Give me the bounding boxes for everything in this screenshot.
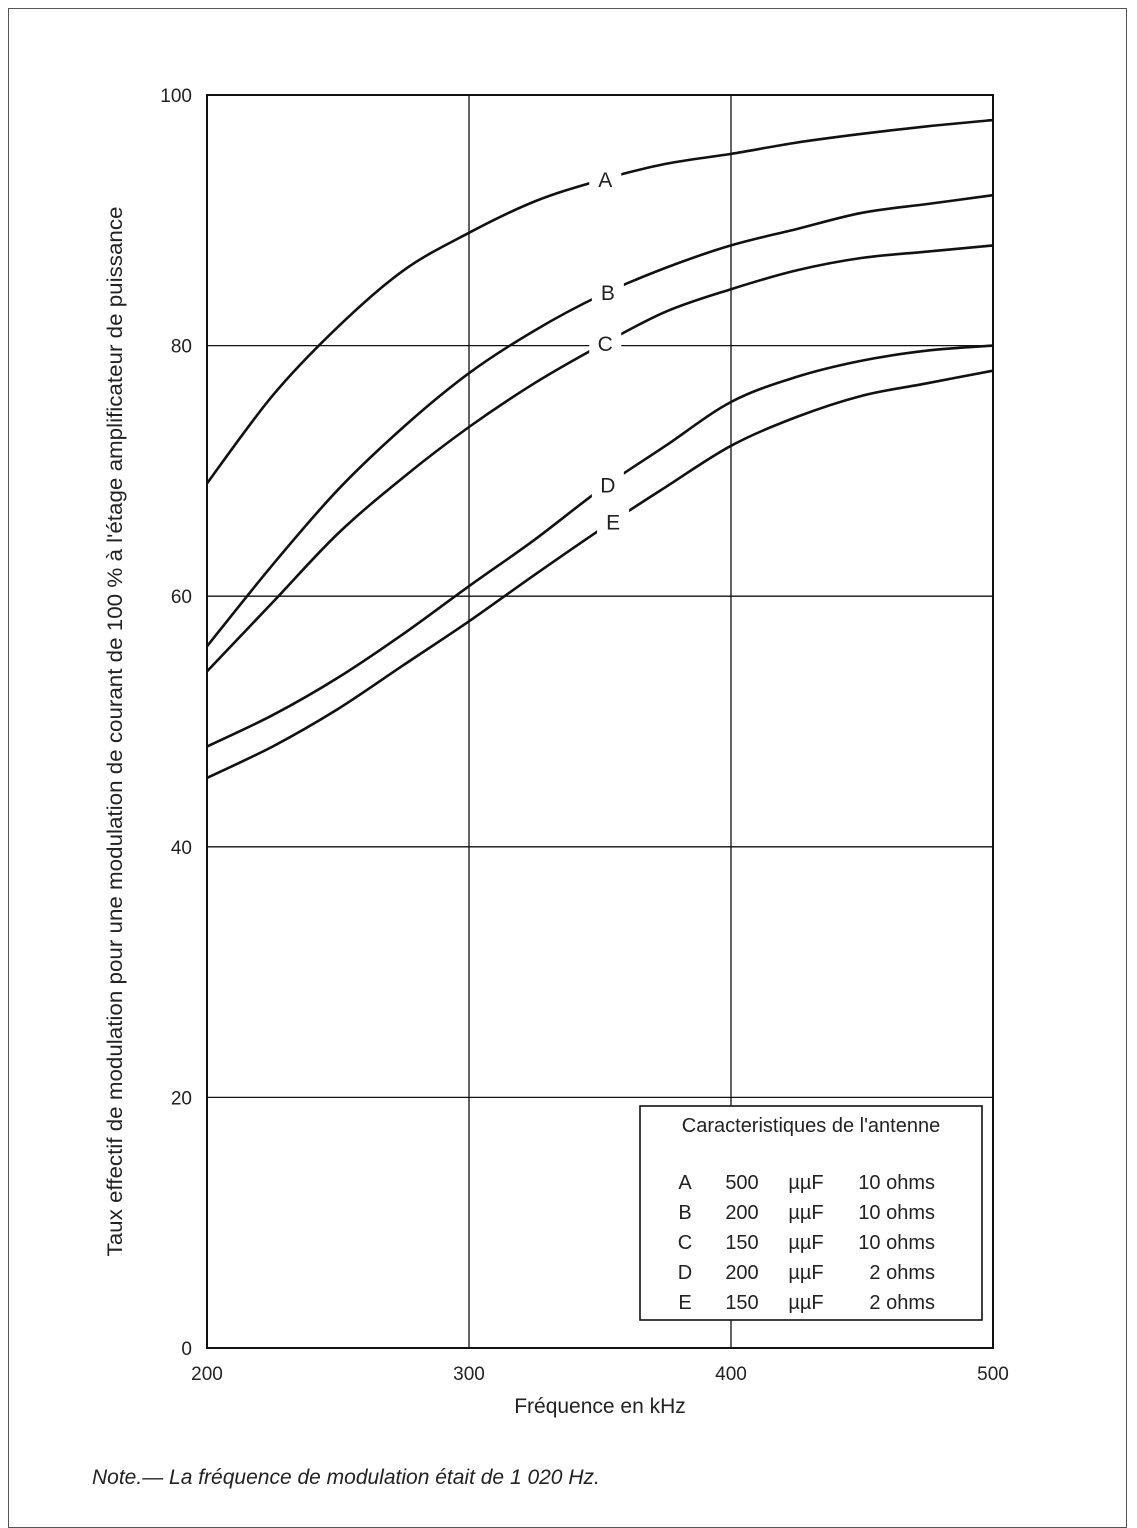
series-label-b: B bbox=[601, 282, 615, 305]
y-tick-label-20: 20 bbox=[171, 1088, 192, 1109]
legend-capacitance-d: 200 bbox=[725, 1262, 758, 1284]
series-label-c: C bbox=[598, 333, 613, 356]
y-axis-title: Taux effectif de modulation pour une mod… bbox=[104, 207, 127, 1257]
legend-label-d: D bbox=[678, 1262, 692, 1284]
y-tick-label-60: 60 bbox=[171, 587, 192, 608]
legend-unit-d: µµF bbox=[788, 1262, 823, 1284]
series-line-e bbox=[206, 369, 994, 780]
series-line-b bbox=[205, 193, 994, 648]
legend-capacitance-a: 500 bbox=[725, 1172, 758, 1194]
series-label-gap-c bbox=[589, 327, 622, 358]
legend-resistance-b: 10 ohms bbox=[858, 1202, 935, 1224]
y-tick-label-80: 80 bbox=[171, 337, 192, 358]
series-label-gap-e bbox=[597, 506, 630, 537]
series-label-a: A bbox=[598, 169, 612, 192]
y-tick-label-40: 40 bbox=[171, 838, 192, 859]
y-tick-label-0: 0 bbox=[181, 1339, 192, 1360]
x-axis-title: Fréquence en kHz bbox=[514, 1395, 686, 1418]
series-line-c bbox=[206, 244, 994, 673]
legend-resistance-c: 10 ohms bbox=[858, 1232, 935, 1254]
figure-note: Note.— La fréquence de modulation était … bbox=[92, 1466, 600, 1489]
series-label-gap-b bbox=[591, 277, 624, 308]
series-label-e: E bbox=[606, 511, 620, 534]
legend-label-b: B bbox=[678, 1202, 691, 1224]
legend-capacitance-b: 200 bbox=[725, 1202, 758, 1224]
legend-resistance-a: 10 ohms bbox=[858, 1172, 935, 1194]
legend-resistance-e: 2 ohms bbox=[869, 1292, 935, 1314]
legend-unit-b: µµF bbox=[788, 1202, 823, 1224]
series-label-gap-a bbox=[589, 163, 622, 194]
series-label-gap-d bbox=[591, 469, 624, 500]
x-tick-label-300: 300 bbox=[453, 1364, 485, 1385]
legend-capacitance-e: 150 bbox=[725, 1292, 758, 1314]
x-tick-label-400: 400 bbox=[715, 1364, 747, 1385]
legend-label-a: A bbox=[678, 1172, 692, 1194]
legend-label-c: C bbox=[678, 1232, 692, 1254]
x-tick-label-500: 500 bbox=[977, 1364, 1009, 1385]
series-label-d: D bbox=[600, 474, 615, 497]
plot-area-border bbox=[206, 94, 994, 1349]
x-tick-label-200: 200 bbox=[191, 1364, 223, 1385]
legend-unit-a: µµF bbox=[788, 1172, 823, 1194]
legend-label-e: E bbox=[678, 1292, 691, 1314]
legend-resistance-d: 2 ohms bbox=[869, 1262, 935, 1284]
legend-unit-e: µµF bbox=[788, 1292, 823, 1314]
legend-title: Caracteristiques de l'antenne bbox=[682, 1115, 940, 1137]
legend-box bbox=[639, 1105, 983, 1321]
legend-unit-c: µµF bbox=[788, 1232, 823, 1254]
legend-capacitance-c: 150 bbox=[725, 1232, 758, 1254]
y-tick-label-100: 100 bbox=[160, 86, 192, 107]
